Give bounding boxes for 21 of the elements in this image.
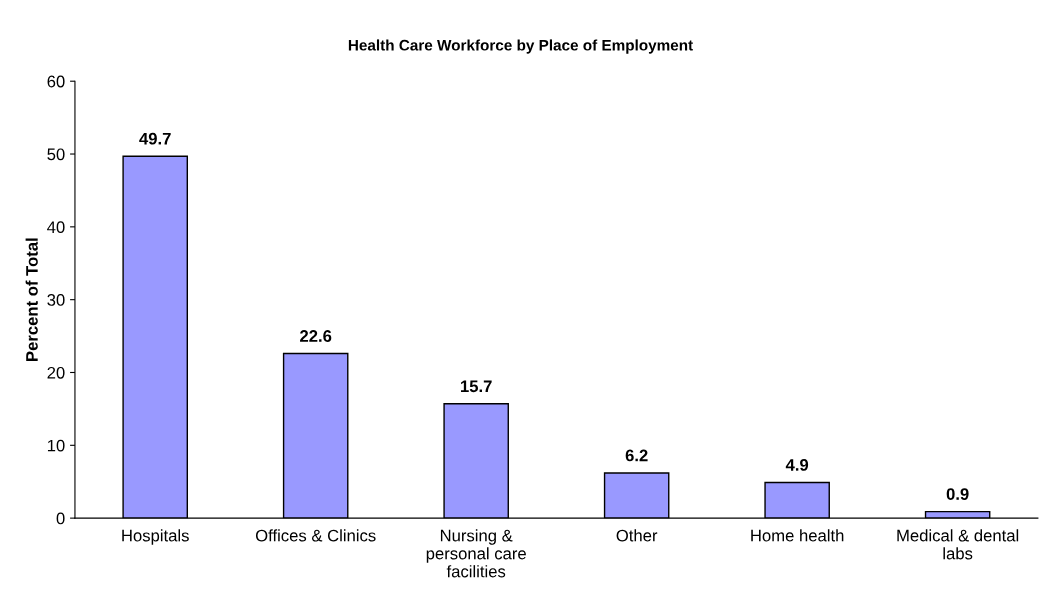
x-tick-label: Offices & Clinics (255, 529, 376, 542)
y-tick-label: 50 (47, 148, 65, 161)
data-label: 6.2 (625, 449, 648, 462)
y-tick-label: 0 (56, 512, 65, 525)
x-tick-label: Nursing & personal care facilities (426, 529, 526, 578)
y-tick-label: 10 (47, 439, 65, 452)
data-label: 49.7 (139, 132, 171, 145)
y-tick-label: 20 (47, 366, 65, 379)
x-tick-label: Other (616, 529, 658, 542)
data-label: 0.9 (946, 488, 969, 500)
y-tick-label: 40 (47, 221, 65, 234)
chart-title: Health Care Workforce by Place of Employment (348, 39, 693, 54)
data-label: 22.6 (300, 330, 332, 342)
y-tick-label: 30 (47, 294, 65, 306)
x-tick-label: Medical & dental labs (897, 529, 1019, 560)
y-tick-label: 60 (47, 75, 65, 88)
x-tick-label: Home health (751, 529, 844, 542)
data-label: 4.9 (785, 459, 809, 471)
y-axis-title: Percent of Total (25, 238, 38, 361)
x-tick-label: Hospitals (122, 529, 189, 545)
data-label: 15.7 (461, 380, 492, 393)
